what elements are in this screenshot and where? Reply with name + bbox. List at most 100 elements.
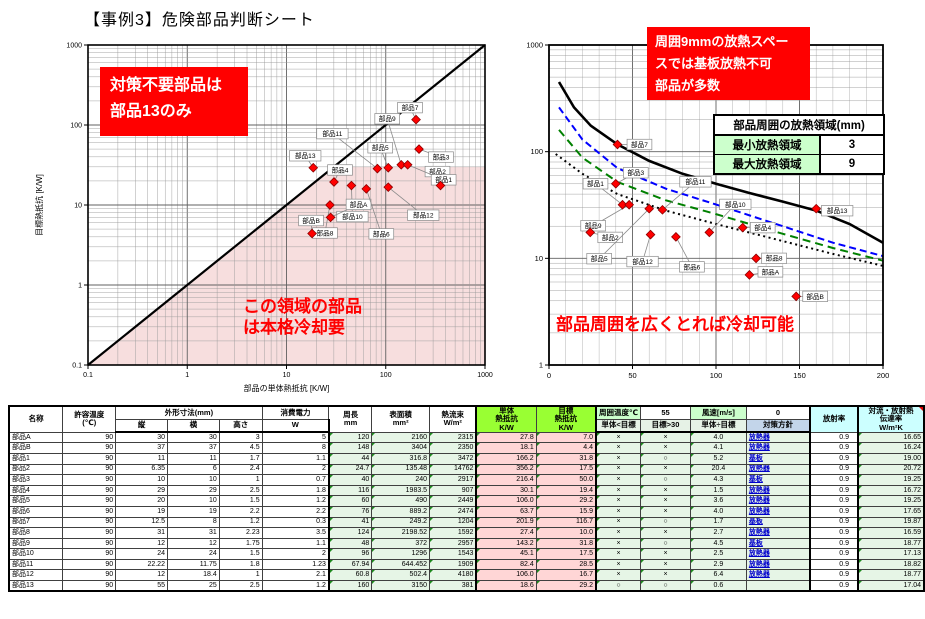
table-row: 部品3 90 10 10 1 0.7 40 240 2917 216.4 50.0 × ○ 4.3 基板 0.… bbox=[8, 474, 925, 486]
cell-dim-height: 1.7 bbox=[218, 452, 263, 465]
cell-dim-height: 1.2 bbox=[218, 516, 263, 529]
cell-unit-div-target: 4.3 bbox=[689, 474, 747, 486]
cell-perimeter: 148 bbox=[328, 442, 373, 454]
cell-heat-flux: 14762 bbox=[429, 463, 478, 476]
data-point-label-box bbox=[327, 164, 353, 176]
col-header-unit-resistance: 単体 熱抵抗 K/W bbox=[475, 405, 537, 433]
y-tick-label: 10 bbox=[74, 203, 82, 210]
data-point-label-box bbox=[586, 253, 612, 265]
x-tick-label: 50 bbox=[628, 371, 636, 380]
data-point-label-box bbox=[289, 150, 322, 162]
cell-power: 1.8 bbox=[261, 484, 330, 497]
cell-heat-flux: 1204 bbox=[429, 516, 478, 529]
cell-unit-div-target: 4.0 bbox=[689, 505, 747, 518]
data-point bbox=[435, 180, 446, 191]
cell-power: 2.2 bbox=[261, 505, 330, 518]
cell-power: 5 bbox=[261, 431, 330, 444]
cell-unit-lt-target: × bbox=[595, 569, 642, 582]
data-point-label-box bbox=[345, 198, 372, 210]
cell-part-name: 部品12 bbox=[8, 569, 64, 582]
y-tick-label: 1 bbox=[78, 283, 82, 290]
table-row: 部品8 90 31 31 2.23 3.5 124 2198.52 1592 27.4 10.0 × ×… bbox=[8, 527, 925, 539]
col-header-power-unit: W bbox=[261, 418, 330, 434]
cell-dim-height: 3 bbox=[218, 431, 263, 444]
cell-heat-flux: 381 bbox=[429, 580, 478, 592]
cell-dim-height: 2.5 bbox=[218, 580, 263, 592]
cell-unit-div-target: 6.4 bbox=[689, 569, 747, 582]
y-tick-label: 1000 bbox=[66, 43, 82, 50]
cell-allow-temp: 90 bbox=[62, 558, 117, 571]
cell-heat-flux: 907 bbox=[429, 484, 478, 497]
cell-surface-area: 502.4 bbox=[371, 569, 431, 582]
cell-policy: 放熱器 bbox=[745, 558, 812, 571]
cell-power: 8 bbox=[261, 442, 330, 454]
cell-unit-div-target: 2.7 bbox=[689, 527, 747, 539]
cell-unit-resistance: 106.0 bbox=[475, 495, 537, 507]
cell-unit-div-target: 3.6 bbox=[689, 495, 747, 507]
data-point bbox=[811, 203, 822, 214]
cell-power: 1.1 bbox=[261, 537, 330, 550]
cell-part-name: 部品5 bbox=[8, 495, 64, 507]
cell-policy: 放熱器 bbox=[745, 463, 812, 476]
data-point-label: 部品6 bbox=[373, 229, 390, 238]
data-point-label-box bbox=[719, 198, 752, 211]
callout-line: スでは基板放熱不可 bbox=[655, 56, 773, 72]
data-point bbox=[307, 228, 317, 239]
cell-unit-resistance: 356.2 bbox=[475, 463, 537, 476]
cell-heat-transfer-coeff: 16.72 bbox=[857, 484, 925, 497]
cell-dim-width: 8 bbox=[166, 516, 220, 529]
cell-surface-area: 490 bbox=[371, 495, 431, 507]
cell-perimeter: 44 bbox=[328, 452, 373, 465]
data-point-label-box bbox=[679, 176, 712, 188]
y-tick-label: 1 bbox=[539, 361, 543, 370]
cell-heat-transfer-coeff: 17.04 bbox=[857, 580, 925, 592]
cell-allow-temp: 90 bbox=[62, 431, 117, 444]
max-heat-area-label: 最大放熱領域 bbox=[713, 154, 821, 175]
x-tick-label: 1000 bbox=[477, 372, 493, 379]
cell-power: 3.5 bbox=[261, 527, 330, 539]
col-header-allow-temp: 許容温度 (℃) bbox=[62, 405, 117, 433]
col-header-name: 名称 bbox=[8, 405, 64, 433]
cell-surface-area: 3404 bbox=[371, 442, 431, 454]
data-point bbox=[617, 199, 628, 210]
cell-perimeter: 40 bbox=[328, 474, 373, 486]
parts-judgment-table: 名称 許容温度 (℃) 外形寸法(mm) 消費電力 周長 mm 表面積 mm² 熱流束 W/m² 単体… bbox=[8, 405, 925, 593]
data-point bbox=[346, 180, 357, 191]
note-line: この領域の部品 bbox=[243, 297, 362, 316]
cell-allow-temp: 90 bbox=[62, 527, 117, 539]
data-point bbox=[612, 139, 623, 150]
cell-dim-depth: 30 bbox=[115, 431, 168, 444]
data-point bbox=[657, 204, 668, 215]
data-point-label-box bbox=[757, 266, 784, 278]
data-point bbox=[704, 227, 715, 238]
cell-emissivity: 0.9 bbox=[809, 442, 859, 454]
cell-part-name: 部品9 bbox=[8, 537, 64, 550]
x-tick-label: 200 bbox=[877, 371, 890, 380]
cell-perimeter: 24.7 bbox=[328, 463, 373, 476]
cell-heat-transfer-coeff: 18.82 bbox=[857, 558, 925, 571]
cell-allow-temp: 90 bbox=[62, 442, 117, 454]
cell-unit-div-target: 2.5 bbox=[689, 548, 747, 560]
cell-dim-depth: 12 bbox=[115, 537, 168, 550]
table-row: 部品4 90 29 29 2.5 1.8 116 1983.5 907 30.1 19.4 × × 1.5… bbox=[8, 484, 925, 497]
cell-dim-width: 10 bbox=[166, 495, 220, 507]
cell-surface-area: 2160 bbox=[371, 431, 431, 444]
cell-heat-flux: 2449 bbox=[429, 495, 478, 507]
cell-target-resistance: 116.7 bbox=[535, 516, 597, 529]
data-point-label-box bbox=[336, 210, 369, 223]
table-row: 部品12 90 12 18.4 1 2.1 60.8 502.4 4180 106.0 16.7 × ×… bbox=[8, 569, 925, 582]
cell-heat-transfer-coeff: 17.13 bbox=[857, 548, 925, 560]
cell-unit-div-target: 1.5 bbox=[689, 484, 747, 497]
cell-part-name: 部品7 bbox=[8, 516, 64, 529]
cell-target-gt-30: × bbox=[640, 505, 691, 518]
cell-unit-div-target: 4.0 bbox=[689, 431, 747, 444]
data-point bbox=[737, 222, 748, 233]
cell-dim-width: 12 bbox=[166, 537, 220, 550]
cell-emissivity: 0.9 bbox=[809, 505, 859, 518]
curve-dashed-green bbox=[558, 129, 884, 262]
cell-unit-resistance: 143.2 bbox=[475, 537, 537, 550]
cell-perimeter: 120 bbox=[328, 431, 373, 444]
cell-emissivity: 0.9 bbox=[809, 463, 859, 476]
col-header-heat-transfer-coeff: 対流・放射熱 伝達率 W/m²K bbox=[857, 405, 925, 433]
cell-dim-width: 30 bbox=[166, 431, 220, 444]
